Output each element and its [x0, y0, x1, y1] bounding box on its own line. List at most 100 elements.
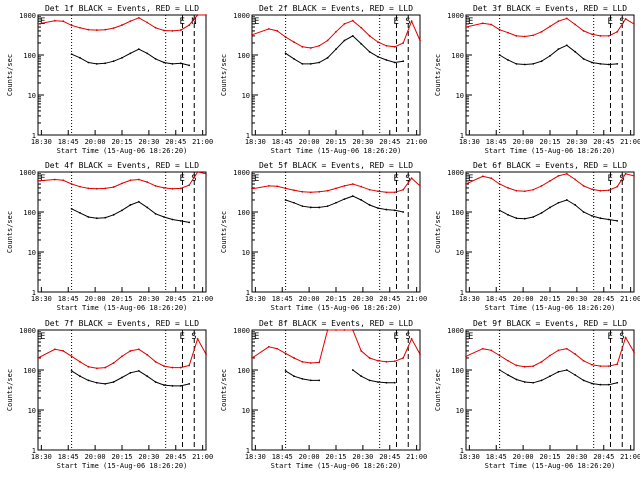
lld-data-point — [599, 365, 602, 368]
events-data-point — [616, 381, 619, 384]
events-data-point — [360, 199, 363, 201]
events-data-point — [582, 211, 585, 213]
lld-data-point — [293, 357, 295, 359]
lld-series-line — [465, 173, 635, 192]
chart-title: Det 1f BLACK = Events, RED = LLD — [45, 4, 199, 13]
lld-data-point — [368, 357, 371, 359]
lld-data-point — [251, 33, 253, 36]
chart-title: Det 8f BLACK = Events, RED = LLD — [259, 319, 413, 328]
lld-data-point — [129, 20, 132, 23]
events-data-point — [523, 381, 526, 383]
x-tick-label: 18:30 — [245, 295, 266, 303]
y-tick-label: 1000 — [447, 12, 464, 20]
lld-data-point — [62, 20, 65, 23]
chart-panel-9: Det 9f BLACK = Events, RED = LLD 1 10 100 10… — [434, 319, 640, 470]
lld-data-point — [360, 26, 363, 29]
lld-data-point — [53, 19, 56, 22]
lld-data-point — [490, 23, 493, 26]
lld-data-point — [557, 20, 560, 23]
events-data-point — [146, 206, 149, 209]
x-tick-label: 18:30 — [31, 295, 52, 303]
events-data-point — [402, 211, 405, 213]
lld-data-point — [574, 178, 577, 181]
x-tick-label: 20:00 — [299, 295, 320, 303]
x-tick-label: 20:00 — [85, 295, 106, 303]
events-data-point — [565, 199, 568, 201]
events-data-point — [607, 63, 610, 66]
events-data-point — [393, 381, 396, 384]
events-data-point — [129, 371, 132, 374]
lld-data-point — [549, 25, 551, 28]
x-tick-label: 20:15 — [325, 138, 346, 146]
lld-data-point — [267, 27, 270, 30]
x-tick-label: 20:45 — [593, 453, 614, 461]
events-data-point — [377, 381, 379, 383]
x-tick-label: 18:45 — [272, 295, 293, 303]
y-tick-label: 1 — [246, 447, 250, 455]
lld-data-point — [70, 183, 73, 185]
lld-data-point — [607, 35, 610, 37]
chart-panel-6: Det 6f BLACK = Events, RED = LLD 1 10 100 10… — [434, 161, 640, 312]
events-data-point — [515, 62, 518, 65]
events-data-point — [154, 381, 157, 383]
y-tick-label: 100 — [451, 209, 464, 217]
x-axis-label: Start Time (15-Aug-06 18:26:20) — [485, 304, 616, 312]
events-data-point — [309, 379, 312, 382]
x-tick-label: 21:00 — [192, 295, 213, 303]
lld-data-point — [410, 337, 413, 340]
chart-panel-8: Det 8f BLACK = Events, RED = LLD 1 10 100 10… — [220, 319, 427, 470]
lld-data-point — [507, 31, 509, 34]
lld-data-point — [490, 349, 493, 352]
lld-data-point — [591, 363, 593, 366]
x-axis-label: Start Time (15-Aug-06 18:26:20) — [271, 462, 402, 470]
x-tick-label: 21:00 — [620, 138, 640, 146]
x-tick-label: 21:00 — [406, 453, 427, 461]
marker-label: S — [191, 332, 196, 342]
events-data-point — [557, 201, 560, 204]
events-data-point — [284, 199, 287, 201]
y-tick-label: 1000 — [19, 327, 36, 335]
x-tick-label: 20:30 — [352, 295, 373, 303]
lld-data-point — [343, 329, 346, 331]
y-tick-label: 100 — [23, 367, 36, 375]
x-axis-label: Start Time (15-Aug-06 18:26:20) — [485, 147, 616, 155]
x-tick-label: 18:30 — [245, 138, 266, 146]
events-data-point — [351, 369, 354, 371]
lld-data-point — [146, 181, 149, 183]
lld-data-point — [121, 24, 123, 26]
events-data-point — [318, 206, 321, 209]
lld-data-point — [146, 21, 149, 24]
events-data-point — [549, 206, 551, 209]
y-tick-label: 100 — [451, 52, 464, 60]
marker-label: S — [191, 174, 196, 184]
x-tick-label: 21:00 — [406, 295, 427, 303]
x-tick-label: 18:45 — [486, 453, 507, 461]
x-tick-label: 20:45 — [593, 295, 614, 303]
events-data-point — [104, 62, 107, 65]
x-tick-label: 20:30 — [566, 295, 587, 303]
events-data-point — [360, 42, 363, 45]
events-data-point — [318, 379, 321, 382]
marker-label: E — [468, 17, 473, 27]
lld-series-line — [37, 14, 206, 32]
marker-label: S — [619, 332, 624, 342]
events-data-point — [309, 206, 312, 209]
lld-data-point — [633, 351, 635, 354]
events-data-point — [368, 204, 371, 206]
events-data-point — [301, 205, 304, 208]
x-tick-label: 21:00 — [620, 295, 640, 303]
events-data-point — [87, 379, 90, 382]
chart-title: Det 6f BLACK = Events, RED = LLD — [473, 161, 627, 170]
lld-data-point — [196, 337, 199, 340]
marker-label: N — [191, 17, 196, 27]
events-data-point — [368, 50, 371, 53]
events-data-point — [188, 382, 191, 385]
x-tick-label: 20:00 — [513, 295, 534, 303]
events-data-point — [565, 369, 568, 371]
y-axis-label: Counts/sec — [6, 211, 14, 253]
events-data-point — [385, 381, 388, 384]
x-tick-label: 20:00 — [299, 453, 320, 461]
events-data-point — [385, 59, 388, 61]
lld-data-point — [540, 30, 543, 33]
